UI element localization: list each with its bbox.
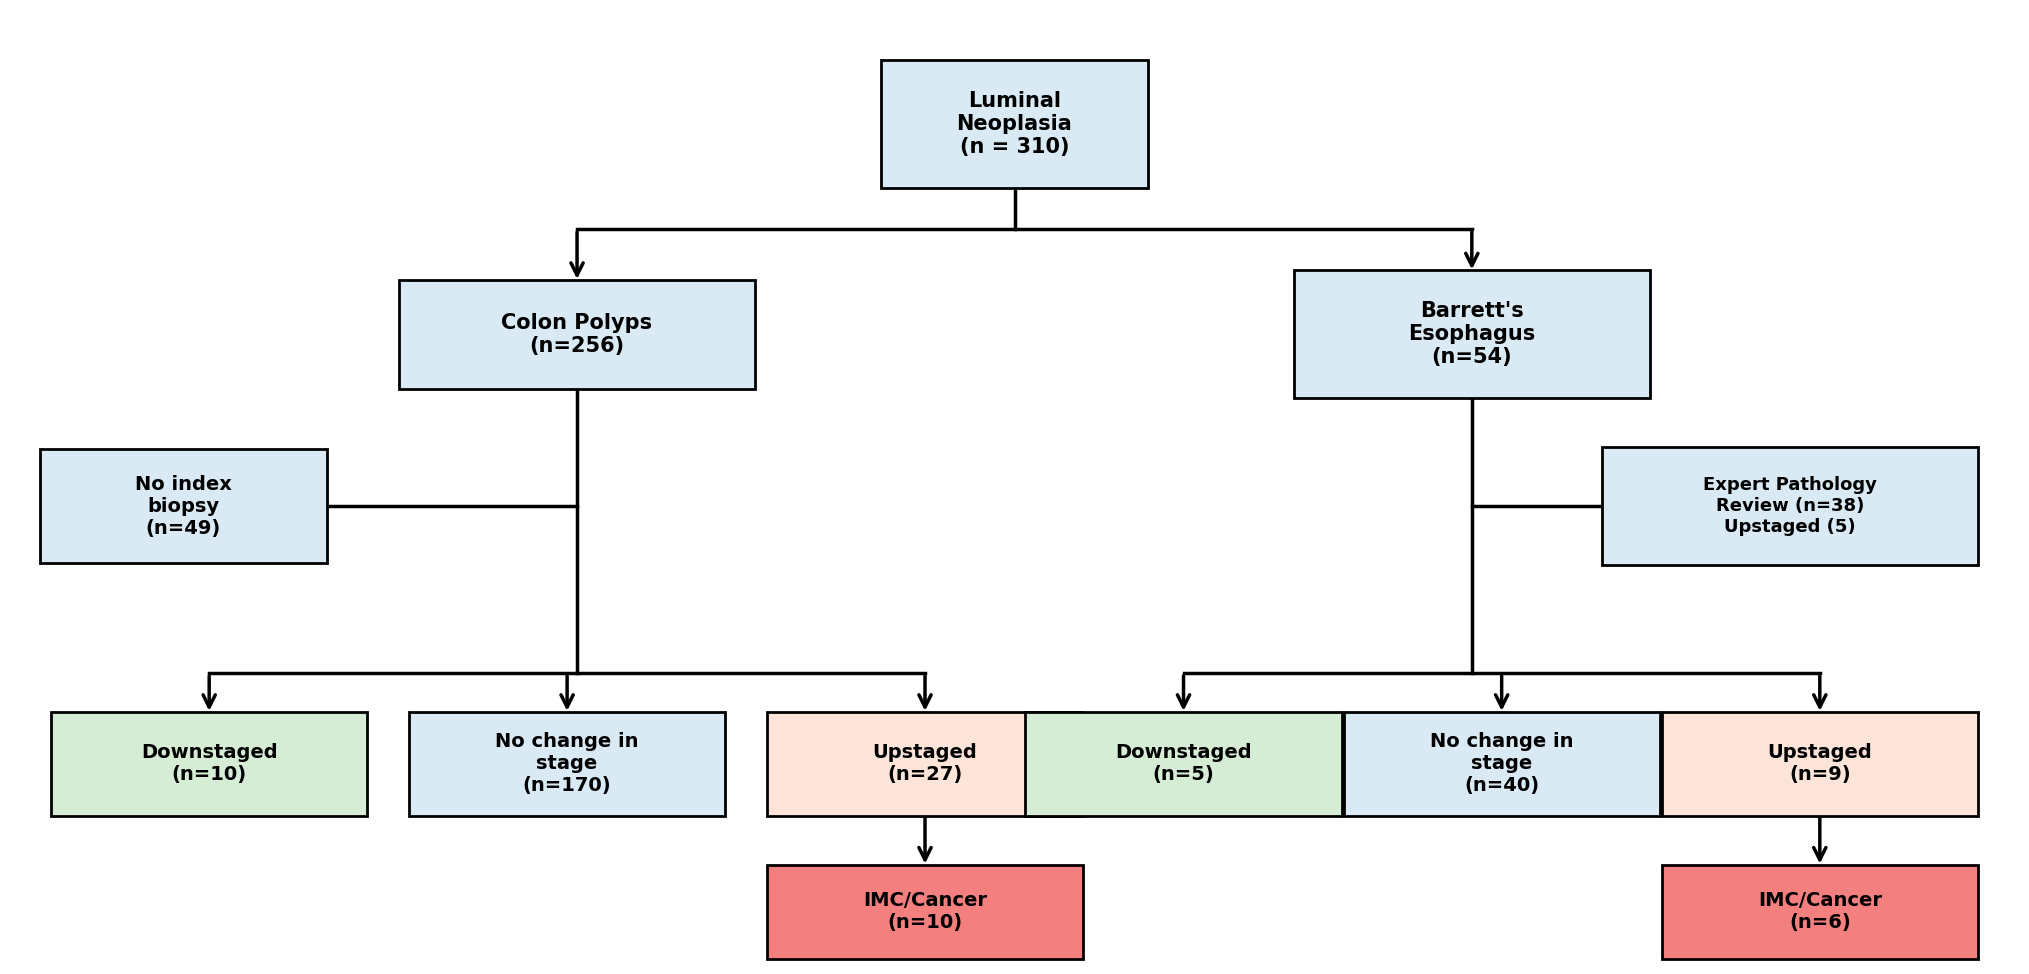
- Text: Downstaged
(n=10): Downstaged (n=10): [140, 743, 278, 784]
- FancyBboxPatch shape: [400, 280, 755, 389]
- Text: Luminal
Neoplasia
(n = 310): Luminal Neoplasia (n = 310): [956, 92, 1073, 158]
- FancyBboxPatch shape: [1295, 271, 1650, 398]
- FancyBboxPatch shape: [1603, 447, 1978, 565]
- FancyBboxPatch shape: [410, 712, 724, 816]
- FancyBboxPatch shape: [881, 60, 1148, 188]
- FancyBboxPatch shape: [1343, 712, 1660, 816]
- Text: Colon Polyps
(n=256): Colon Polyps (n=256): [501, 313, 653, 356]
- FancyBboxPatch shape: [1025, 712, 1341, 816]
- Text: Upstaged
(n=27): Upstaged (n=27): [872, 743, 978, 784]
- Text: Expert Pathology
Review (n=38)
Upstaged (5): Expert Pathology Review (n=38) Upstaged …: [1702, 476, 1877, 536]
- FancyBboxPatch shape: [767, 712, 1083, 816]
- FancyBboxPatch shape: [767, 865, 1083, 959]
- FancyBboxPatch shape: [1662, 865, 1978, 959]
- Text: IMC/Cancer
(n=6): IMC/Cancer (n=6): [1757, 891, 1881, 932]
- Text: Downstaged
(n=5): Downstaged (n=5): [1116, 743, 1252, 784]
- FancyBboxPatch shape: [1662, 712, 1978, 816]
- Text: No index
biopsy
(n=49): No index biopsy (n=49): [134, 474, 231, 538]
- Text: No change in
stage
(n=40): No change in stage (n=40): [1430, 732, 1572, 796]
- Text: No change in
stage
(n=170): No change in stage (n=170): [495, 732, 639, 796]
- Text: Barrett's
Esophagus
(n=54): Barrett's Esophagus (n=54): [1408, 301, 1536, 367]
- Text: Upstaged
(n=9): Upstaged (n=9): [1767, 743, 1873, 784]
- FancyBboxPatch shape: [51, 712, 367, 816]
- Text: IMC/Cancer
(n=10): IMC/Cancer (n=10): [862, 891, 986, 932]
- FancyBboxPatch shape: [41, 449, 327, 563]
